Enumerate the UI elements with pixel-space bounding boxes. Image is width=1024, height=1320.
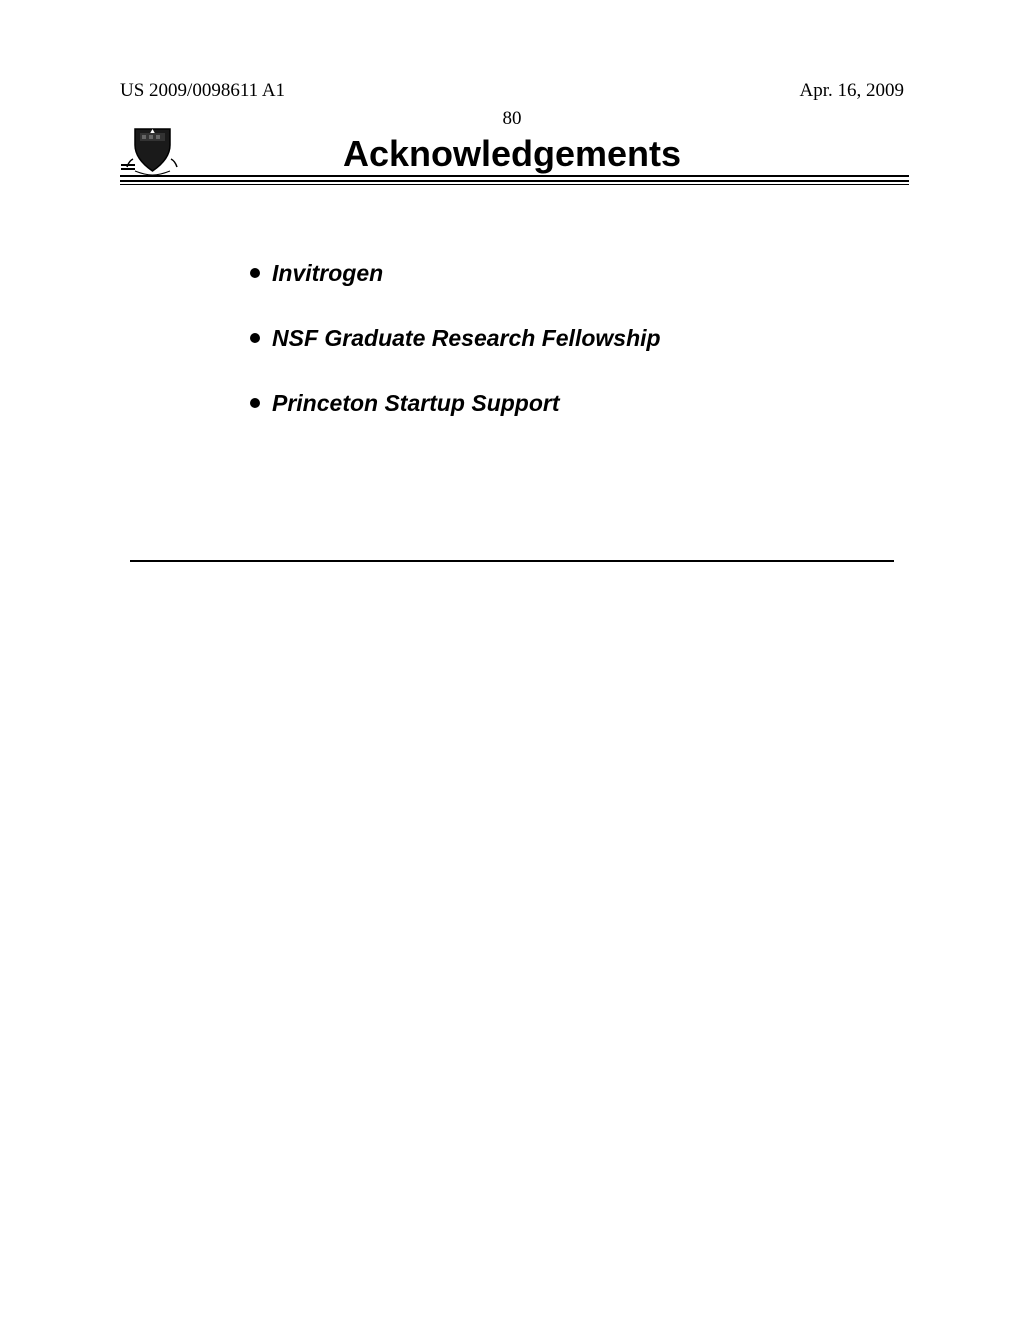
title-rule [120,175,909,177]
doc-id: US 2009/0098611 A1 [120,80,285,102]
title-block: Acknowledgements [115,128,909,188]
page-title: Acknowledgements [343,133,681,175]
divider-rule [130,560,894,562]
doc-date: Apr. 16, 2009 [800,80,905,102]
title-rule [120,184,909,185]
list-item: Invitrogen [250,260,904,287]
list-item: NSF Graduate Research Fellowship [250,325,904,352]
list-item: Princeton Startup Support [250,390,904,417]
acknowledgement-list: Invitrogen NSF Graduate Research Fellows… [250,260,904,455]
princeton-shield-logo-icon [115,123,190,178]
title-rule [120,180,909,182]
page-number: 80 [503,108,522,130]
